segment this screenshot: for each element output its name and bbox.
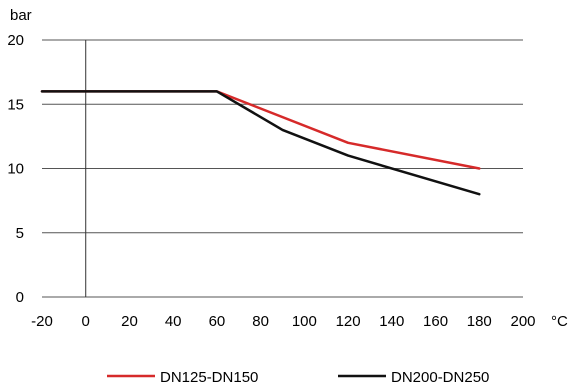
y-axis-unit: bar [10,7,32,24]
x-tick-label: 100 [292,313,317,330]
y-tick-label: 0 [16,289,24,306]
x-tick-label: -20 [31,313,53,330]
grid-lines [42,39,523,298]
series-line-1 [40,90,481,170]
x-tick-label: 40 [165,313,182,330]
legend-label-2: DN200-DN250 [391,369,489,385]
x-tick-label: 120 [336,313,361,330]
y-tick-label: 10 [7,161,24,178]
tick-labels: 0 5 10 15 20 -20 0 20 40 60 80 100 120 140 160 180 200 [7,32,535,330]
legend: DN125-DN150 DN200-DN250 [107,369,489,385]
legend-label-1: DN125-DN150 [160,369,258,385]
x-tick-label: 160 [423,313,448,330]
y-tick-label: 20 [7,32,24,49]
x-tick-label: 20 [121,313,138,330]
series-line-2 [40,90,481,196]
x-tick-label: 140 [379,313,404,330]
x-tick-label: 180 [467,313,492,330]
data-series [40,90,481,196]
x-tick-label: 0 [82,313,90,330]
x-tick-label: 60 [209,313,226,330]
y-tick-label: 5 [16,225,24,242]
x-tick-label: 200 [510,313,535,330]
x-axis-unit: °C [551,313,568,330]
y-tick-label: 15 [7,96,24,113]
x-tick-label: 80 [252,313,269,330]
